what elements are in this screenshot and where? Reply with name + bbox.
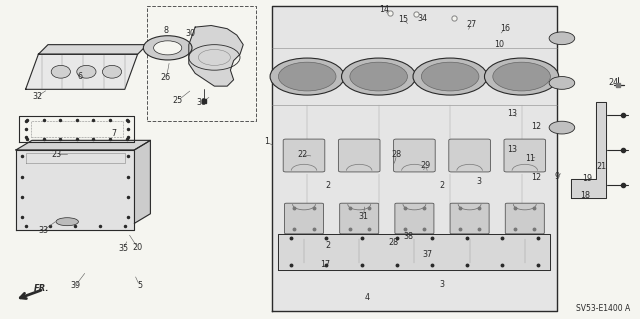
Text: 3: 3	[439, 280, 444, 289]
Text: 18: 18	[580, 191, 591, 200]
Circle shape	[278, 62, 336, 91]
Text: 23: 23	[51, 150, 61, 159]
Circle shape	[549, 121, 575, 134]
Text: 38: 38	[403, 232, 413, 241]
Ellipse shape	[102, 65, 122, 78]
Polygon shape	[16, 140, 150, 150]
FancyBboxPatch shape	[283, 139, 324, 172]
Text: 2: 2	[326, 241, 331, 250]
Polygon shape	[134, 140, 150, 223]
Polygon shape	[189, 26, 243, 86]
Text: 22: 22	[297, 150, 307, 159]
Circle shape	[421, 62, 479, 91]
Text: 6: 6	[77, 72, 83, 81]
Polygon shape	[26, 54, 138, 89]
Circle shape	[154, 41, 182, 55]
Text: 28: 28	[388, 238, 398, 247]
Ellipse shape	[56, 218, 79, 226]
FancyBboxPatch shape	[449, 139, 490, 172]
Text: 10: 10	[494, 40, 504, 49]
Text: 12: 12	[531, 122, 541, 130]
Circle shape	[493, 62, 550, 91]
Text: 3: 3	[476, 177, 481, 186]
Text: 25: 25	[173, 96, 183, 105]
Polygon shape	[571, 102, 606, 198]
Text: 17: 17	[320, 260, 330, 269]
Text: 9: 9	[554, 172, 559, 181]
Text: 27: 27	[466, 20, 476, 29]
Text: 1: 1	[264, 137, 269, 146]
Text: FR.: FR.	[34, 285, 49, 293]
Text: 21: 21	[596, 162, 607, 171]
Text: 13: 13	[507, 109, 517, 118]
FancyBboxPatch shape	[284, 203, 323, 234]
Circle shape	[549, 32, 575, 45]
Text: 39: 39	[70, 281, 81, 290]
FancyBboxPatch shape	[340, 203, 379, 234]
Text: 2: 2	[439, 181, 444, 189]
FancyBboxPatch shape	[504, 139, 545, 172]
Ellipse shape	[51, 65, 70, 78]
Circle shape	[342, 58, 416, 95]
Text: 26: 26	[160, 73, 170, 82]
FancyBboxPatch shape	[339, 139, 380, 172]
Text: 32: 32	[32, 92, 42, 101]
Text: 13: 13	[507, 145, 517, 154]
Text: 34: 34	[417, 14, 428, 23]
Text: 8: 8	[164, 26, 169, 35]
Text: 12: 12	[531, 173, 541, 182]
Text: 7: 7	[111, 129, 116, 138]
Text: SV53-E1400 A: SV53-E1400 A	[576, 304, 630, 313]
Text: 28: 28	[392, 150, 402, 159]
Text: 5: 5	[137, 281, 142, 290]
Circle shape	[549, 77, 575, 89]
FancyBboxPatch shape	[395, 203, 434, 234]
Text: 20: 20	[132, 243, 143, 252]
Text: 29: 29	[420, 161, 431, 170]
Text: 31: 31	[358, 212, 369, 221]
Text: 19: 19	[582, 174, 593, 183]
Circle shape	[270, 58, 344, 95]
FancyBboxPatch shape	[506, 203, 545, 234]
Polygon shape	[38, 45, 147, 54]
Polygon shape	[278, 234, 550, 270]
Polygon shape	[16, 150, 134, 230]
Text: 36: 36	[196, 98, 207, 107]
Text: 16: 16	[500, 24, 511, 33]
FancyBboxPatch shape	[394, 139, 435, 172]
Text: 30: 30	[186, 29, 196, 38]
FancyBboxPatch shape	[450, 203, 489, 234]
Text: 37: 37	[422, 250, 433, 259]
Circle shape	[413, 58, 487, 95]
Polygon shape	[272, 6, 557, 311]
Circle shape	[484, 58, 559, 95]
Circle shape	[350, 62, 408, 91]
Text: 11: 11	[525, 154, 535, 163]
Text: 14: 14	[379, 5, 389, 14]
Ellipse shape	[77, 65, 96, 78]
Text: 2: 2	[326, 181, 331, 190]
Text: 35: 35	[118, 244, 129, 253]
Text: 33: 33	[38, 226, 49, 235]
Text: 4: 4	[365, 293, 370, 302]
Circle shape	[143, 36, 192, 60]
Text: 15: 15	[398, 15, 408, 24]
Text: 24: 24	[608, 78, 618, 87]
